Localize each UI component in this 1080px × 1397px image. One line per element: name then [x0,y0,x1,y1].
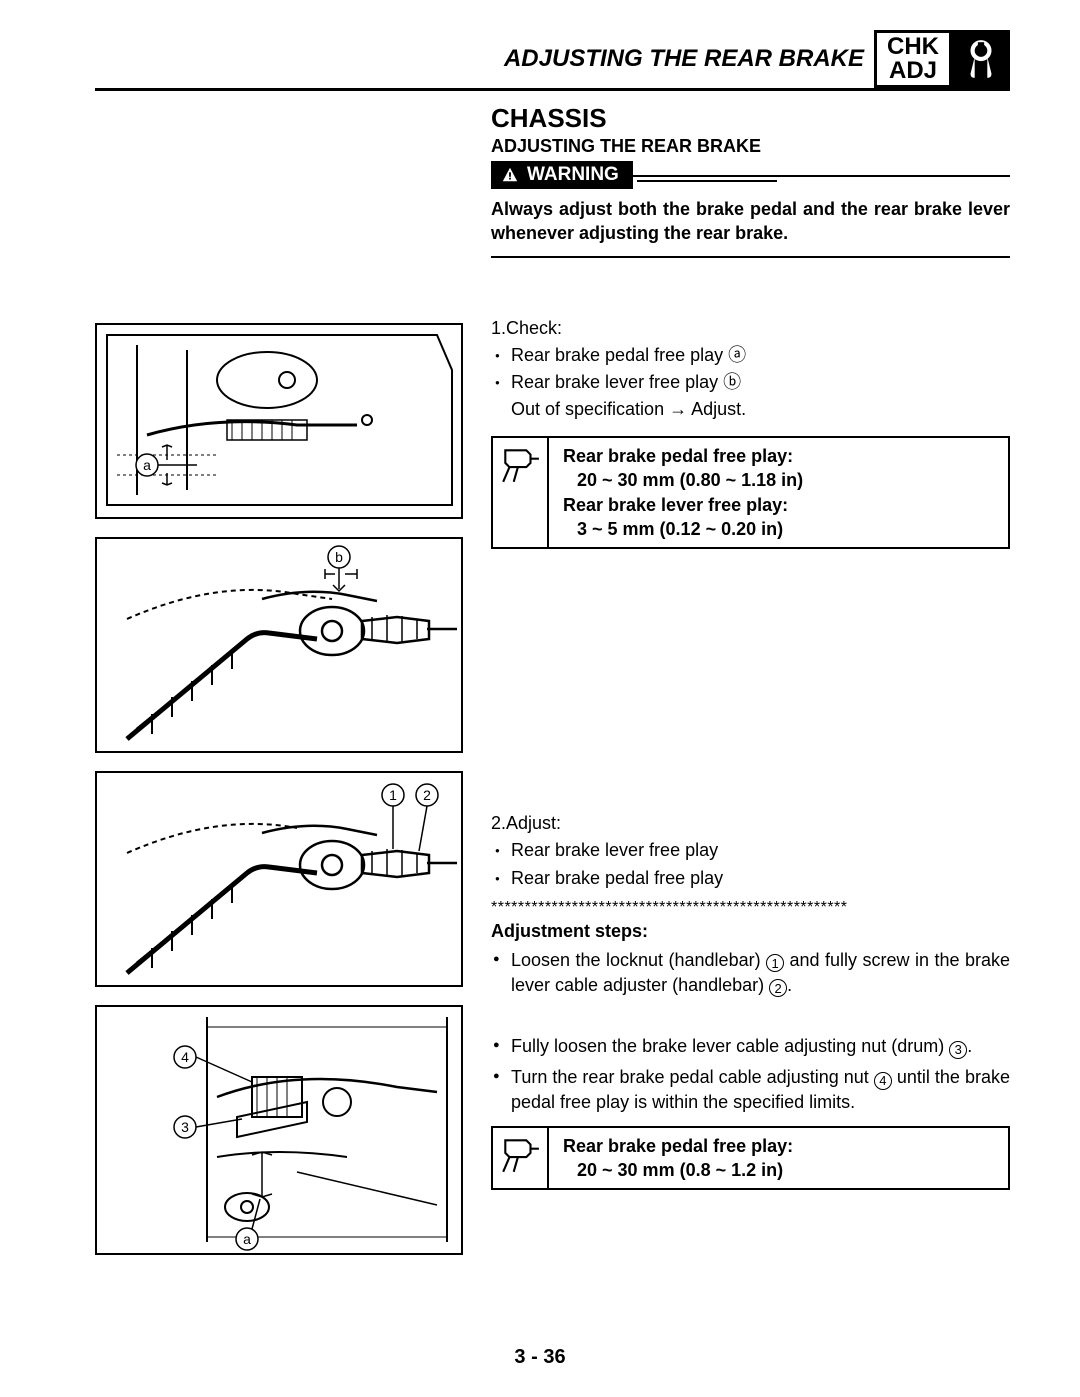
caliper-icon [493,1128,549,1189]
caliper-icon [493,438,549,547]
svg-text:3: 3 [181,1119,189,1135]
svg-text:1: 1 [389,787,397,803]
step-2-item-a: Rear brake lever free play [491,838,1010,863]
ref-1: 1 [766,954,784,972]
warning-block: WARNING Always adjust both the brake ped… [491,175,1010,258]
spec-box-2: Rear brake pedal free play: 20 ~ 30 mm (… [491,1126,1010,1191]
figure-4: 4 3 a [95,1005,463,1255]
header-title: ADJUSTING THE REAR BRAKE [504,45,864,73]
chassis-heading: CHASSIS [491,103,1010,134]
page-header: ADJUSTING THE REAR BRAKE CHK ADJ [95,30,1010,91]
right-column: CHASSIS ADJUSTING THE REAR BRAKE WARNING… [491,103,1010,1273]
ref-3: 3 [949,1041,967,1059]
spacer [491,583,1010,813]
chk-adj-badge: CHK ADJ [874,30,952,88]
adjustment-steps-title: Adjustment steps: [491,921,1010,942]
badge-bottom: ADJ [889,59,937,83]
spec2-l1: Rear brake pedal free play: [563,1134,793,1158]
adj-step-3: Turn the rear brake pedal cable adjustin… [491,1065,1010,1115]
spec-2-text: Rear brake pedal free play: 20 ~ 30 mm (… [549,1128,807,1189]
step-1-item-b: Rear brake lever free play ⓑ [491,370,1010,395]
step-1-list: Rear brake pedal free play ⓐ Rear brake … [491,343,1010,395]
svg-text:2: 2 [423,787,431,803]
divider-stars: ****************************************… [491,899,1010,917]
svg-text:4: 4 [181,1049,189,1065]
adjustment-list-2: Fully loosen the brake lever cable adjus… [491,1034,1010,1116]
svg-text:b: b [335,549,343,565]
page-number: 3 - 36 [0,1346,1080,1369]
spec1-l1: Rear brake pedal free play: [563,444,803,468]
content-area: a [95,103,1010,1273]
left-column: a [95,103,463,1273]
spec-1-text: Rear brake pedal free play: 20 ~ 30 mm (… [549,438,817,547]
spec1-l4: 3 ~ 5 mm (0.12 ~ 0.20 in) [563,517,803,541]
warning-text: Always adjust both the brake pedal and t… [491,197,1010,246]
figure-3: 1 2 [95,771,463,987]
ref-2: 2 [769,979,787,997]
spec-box-1: Rear brake pedal free play: 20 ~ 30 mm (… [491,436,1010,549]
adjustment-list: Loosen the locknut (handlebar) 1 and ful… [491,948,1010,998]
warning-underline [637,168,777,182]
adj-step-1: Loosen the locknut (handlebar) 1 and ful… [491,948,1010,998]
svg-text:a: a [243,1231,251,1247]
step-2-list: Rear brake lever free play Rear brake pe… [491,838,1010,890]
step-1-label: 1.Check: [491,318,1010,339]
figure-1: a [95,323,463,519]
warning-label: WARNING [491,161,633,189]
svg-text:a: a [143,457,151,473]
warning-label-text: WARNING [527,164,619,186]
step-1-item-a: Rear brake pedal free play ⓐ [491,343,1010,368]
badge-top: CHK [887,35,939,59]
manual-page: ADJUSTING THE REAR BRAKE CHK ADJ [0,0,1080,1303]
wrench-icon [952,30,1010,88]
step-1-sub: Out of specification → Adjust. [491,397,1010,422]
spec1-l2: 20 ~ 30 mm (0.80 ~ 1.18 in) [563,468,803,492]
gap [491,1004,1010,1034]
figure-2: b [95,537,463,753]
warning-triangle-icon [501,166,519,184]
step-2-item-b: Rear brake pedal free play [491,866,1010,891]
subsection-heading: ADJUSTING THE REAR BRAKE [491,136,1010,157]
ref-4: 4 [874,1072,892,1090]
spec1-l3: Rear brake lever free play: [563,493,803,517]
adj-step-2: Fully loosen the brake lever cable adjus… [491,1034,1010,1059]
step-2-label: 2.Adjust: [491,813,1010,834]
spec2-l2: 20 ~ 30 mm (0.8 ~ 1.2 in) [563,1158,793,1182]
